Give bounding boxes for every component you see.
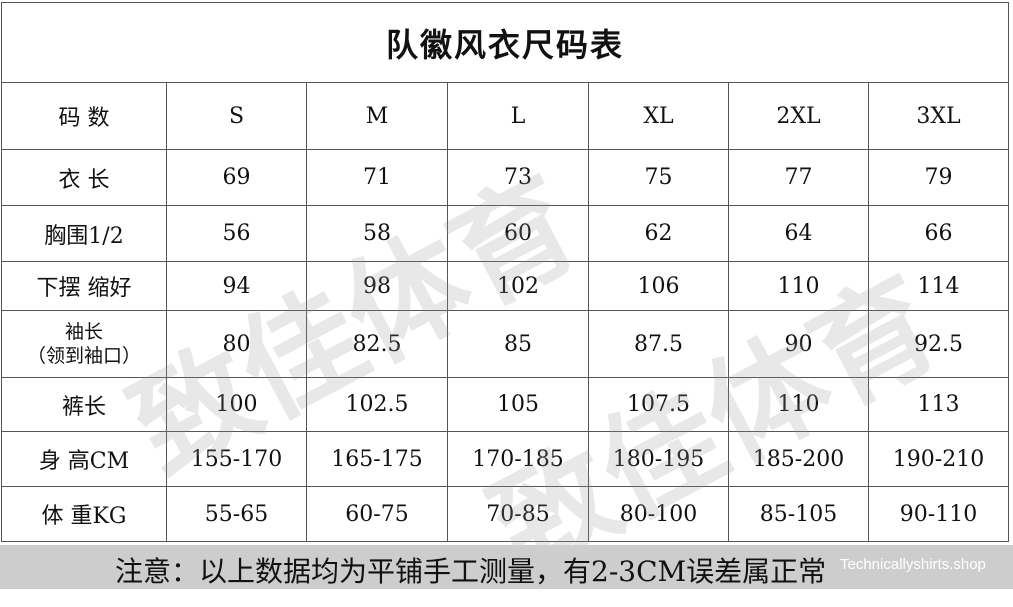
shop-watermark: Technicallyshirts.shop: [840, 556, 986, 573]
row-label-text: 胸围1/2: [44, 223, 124, 249]
table-row: 体 重KG 55-65 60-75 70-85 80-100 85-105 90-110: [1, 486, 1010, 542]
row-label: 胸围1/2: [1, 205, 167, 262]
table-cell: 98: [306, 261, 448, 311]
table-cell: 113: [867, 377, 1010, 432]
table-cell: 94: [166, 261, 307, 311]
size-header: 3XL: [867, 82, 1010, 150]
table-cell: 90-110: [867, 486, 1010, 542]
header-row: 码 数 S M L XL 2XL 3XL: [1, 82, 1010, 150]
table-cell: 102.5: [306, 377, 448, 432]
row-label: 袖长 （领到袖口）: [1, 310, 167, 378]
row-label: 下摆 缩好: [1, 261, 167, 311]
table-cell: 75: [588, 149, 729, 206]
row-sublabel: （领到袖口）: [26, 345, 141, 367]
table-cell: 85-105: [728, 486, 869, 542]
table-cell: 87.5: [588, 310, 729, 378]
table-cell: 180-195: [588, 431, 729, 487]
row-label: 裤长: [1, 377, 167, 432]
row-label: 体 重KG: [1, 486, 167, 542]
table-cell: 60-75: [306, 486, 448, 542]
table-row: 身 高CM 155-170 165-175 170-185 180-195 185-200…: [1, 431, 1010, 487]
table-cell: 85: [447, 310, 589, 378]
table-row: 衣 长 69 71 73 75 77 79: [1, 149, 1010, 206]
size-header: L: [447, 82, 589, 150]
table-cell: 190-210: [867, 431, 1010, 487]
table-cell: 66: [867, 205, 1010, 262]
table-cell: 92.5: [867, 310, 1010, 378]
table-cell: 82.5: [306, 310, 448, 378]
table-row: 胸围1/2 56 58 60 62 64 66: [1, 205, 1010, 262]
table-cell: 110: [728, 261, 869, 311]
table-cell: 105: [447, 377, 589, 432]
row-label-text: 体 重KG: [41, 504, 127, 529]
table-cell: 110: [728, 377, 869, 432]
table-cell: 56: [166, 205, 307, 262]
note-text: 注意：以上数据均为平铺手工测量，有2-3CM误差属正常: [115, 555, 827, 588]
table-cell: 170-185: [447, 431, 589, 487]
table-row: 下摆 缩好 94 98 102 106 110 114: [1, 261, 1010, 311]
size-header: S: [166, 82, 307, 150]
table-cell: 102: [447, 261, 589, 311]
size-header: XL: [588, 82, 729, 150]
table-row: 裤长 100 102.5 105 107.5 110 113: [1, 377, 1010, 432]
table-cell: 114: [867, 261, 1010, 311]
row-label-text: 衣 长: [58, 167, 110, 193]
row-label-text: 裤长: [61, 394, 106, 420]
table-cell: 80-100: [588, 486, 729, 542]
table-cell: 165-175: [306, 431, 448, 487]
note-bar: 注意：以上数据均为平铺手工测量，有2-3CM误差属正常 Technicallys…: [0, 545, 1013, 589]
row-label: 衣 长: [1, 149, 167, 206]
table-cell: 71: [306, 149, 448, 206]
table-cell: 80: [166, 310, 307, 378]
table-cell: 58: [306, 205, 448, 262]
table-cell: 185-200: [728, 431, 869, 487]
row-label-text: 袖长: [64, 321, 103, 343]
table-row: 袖长 （领到袖口） 80 82.5 85 87.5 90 92.5: [1, 310, 1010, 378]
header-label: 码 数: [1, 82, 167, 150]
table-cell: 90: [728, 310, 869, 378]
chart-title: 队徽风衣尺码表: [0, 2, 1010, 83]
size-chart-table: 队徽风衣尺码表 码 数 S M L XL 2XL 3XL 衣 长 69 71 73 75 77 79 胸…: [0, 2, 1010, 542]
row-label-text: 下摆 缩好: [36, 276, 132, 301]
row-label: 身 高CM: [1, 431, 167, 487]
table-cell: 106: [588, 261, 729, 311]
size-header: 2XL: [728, 82, 869, 150]
row-label-text: 身 高CM: [38, 449, 130, 474]
table-cell: 73: [447, 149, 589, 206]
table-cell: 107.5: [588, 377, 729, 432]
table-cell: 62: [588, 205, 729, 262]
table-cell: 77: [728, 149, 869, 206]
table-cell: 70-85: [447, 486, 589, 542]
table-cell: 55-65: [166, 486, 307, 542]
table-cell: 155-170: [166, 431, 307, 487]
table-cell: 60: [447, 205, 589, 262]
table-cell: 79: [867, 149, 1010, 206]
table-cell: 64: [728, 205, 869, 262]
table-cell: 100: [166, 377, 307, 432]
size-header: M: [306, 82, 448, 150]
table-cell: 69: [166, 149, 307, 206]
